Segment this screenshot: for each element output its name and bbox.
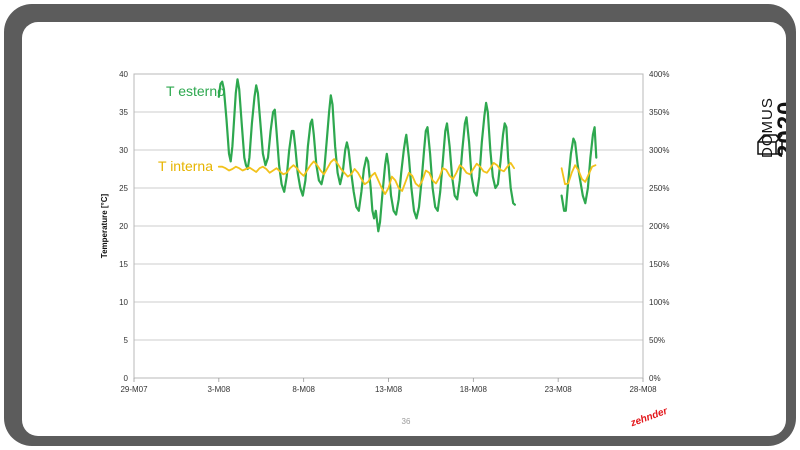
domus-2020-logo: DOMUS 2020 [748, 62, 786, 158]
y-tick-label: 5 [124, 336, 129, 345]
x-tick-label: 13-M08 [375, 385, 403, 394]
y-tick-label: 10 [119, 298, 128, 307]
y2-axis-ticks: 0% 50% 100% 150% 200% 250% 300% 350% 400% [649, 70, 669, 383]
y2-tick-label: 0% [649, 374, 661, 383]
x-tick-label: 18-M08 [460, 385, 488, 394]
y-axis-ticks: 0 5 10 15 20 25 30 35 40 [119, 70, 128, 383]
temperature-chart: 0 5 10 15 20 25 30 35 40 0% 50% 100% 150% 200% 250% 30… [100, 70, 669, 394]
x-tick-label: 3-M08 [207, 385, 230, 394]
y2-tick-label: 350% [649, 108, 669, 117]
page-number: 36 [401, 417, 411, 426]
x-tick-label: 8-M08 [292, 385, 315, 394]
series-line-t-interna-segment-2 [560, 164, 597, 186]
x-tick-label: 23-M08 [545, 385, 573, 394]
x-tick-label: 29-M07 [120, 385, 148, 394]
y-tick-label: 15 [119, 260, 128, 269]
y2-tick-label: 150% [649, 260, 669, 269]
x-axis-ticks: 29-M07 3-M08 8-M08 13-M08 18-M08 23-M08 28-M08 [120, 378, 657, 394]
y2-tick-label: 400% [649, 70, 669, 79]
y2-tick-label: 50% [649, 336, 665, 345]
series-line-t-esterno-segment-1 [217, 78, 516, 233]
y-tick-label: 25 [119, 184, 128, 193]
y-tick-label: 30 [119, 146, 128, 155]
y-tick-label: 40 [119, 70, 128, 79]
y-tick-label: 35 [119, 108, 128, 117]
chart-gridlines [134, 73, 643, 379]
y-tick-label: 0 [124, 374, 129, 383]
series-lines [217, 78, 598, 233]
slide: 0 5 10 15 20 25 30 35 40 0% 50% 100% 150% 200% 250% 30… [22, 22, 786, 436]
series-label-t-esterno: T esterno [166, 83, 225, 99]
y-tick-label: 20 [119, 222, 128, 231]
slide-frame: 0 5 10 15 20 25 30 35 40 0% 50% 100% 150% 200% 250% 30… [4, 4, 796, 446]
y-axis-label: Temperature [°C] [100, 193, 109, 258]
y2-tick-label: 100% [649, 298, 669, 307]
y2-tick-label: 200% [649, 222, 669, 231]
series-label-t-interna: T interna [158, 158, 213, 174]
series-line-t-interna-segment-1 [217, 158, 516, 196]
y2-tick-label: 300% [649, 146, 669, 155]
x-tick-label: 28-M08 [629, 385, 657, 394]
y2-tick-label: 250% [649, 184, 669, 193]
house-outline-icon [757, 134, 783, 155]
